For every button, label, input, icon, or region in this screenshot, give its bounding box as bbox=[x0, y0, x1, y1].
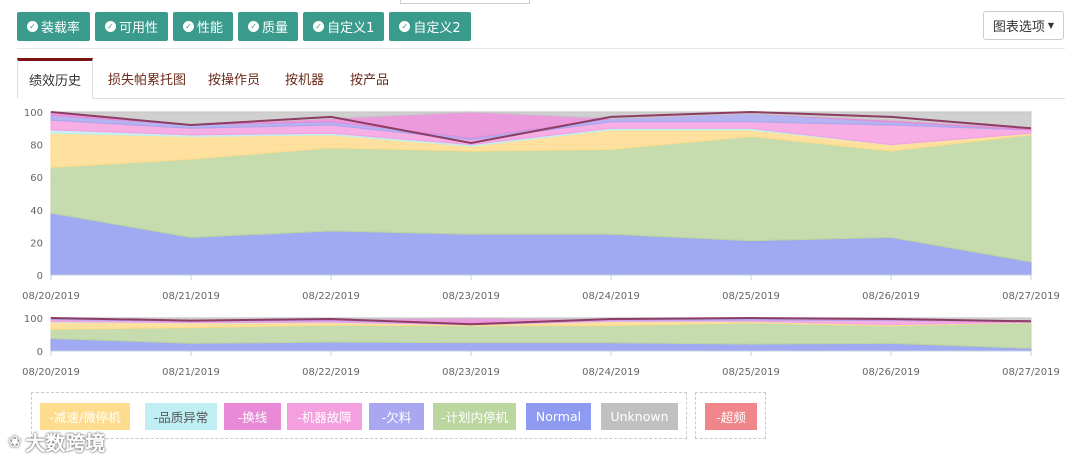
navigator-y-tick-label: 0 bbox=[37, 347, 43, 358]
check-icon: ✓ bbox=[27, 21, 38, 32]
x-tick-label: 08/25/2019 bbox=[722, 291, 780, 302]
caret-down-icon: ▼ bbox=[1047, 21, 1055, 30]
x-tick-label: 08/21/2019 bbox=[162, 291, 220, 302]
watermark-logo-icon: ❀ bbox=[8, 432, 22, 451]
legend-item[interactable]: Unknown bbox=[601, 403, 678, 430]
y-tick-label: 0 bbox=[37, 271, 43, 282]
tab-performance-history[interactable]: 绩效历史 bbox=[17, 58, 93, 99]
y-tick-label: 80 bbox=[30, 141, 43, 152]
navigator-top-line bbox=[50, 316, 1032, 326]
x-tick-label: 08/24/2019 bbox=[582, 291, 640, 302]
x-tick-label: 08/26/2019 bbox=[862, 291, 920, 302]
top-dropdown-stub bbox=[400, 0, 530, 4]
check-icon: ✓ bbox=[248, 21, 260, 32]
y-tick-label: 100 bbox=[24, 108, 43, 119]
y-tick-label: 40 bbox=[30, 206, 43, 217]
x-tick-label: 08/20/2019 bbox=[22, 291, 80, 302]
top-line bbox=[50, 110, 1032, 144]
legend-group-overspeed bbox=[695, 392, 766, 439]
legend-item[interactable]: -减速/微停机 bbox=[40, 403, 130, 430]
metric-label: 自定义2 bbox=[413, 21, 461, 36]
metric-button-performance[interactable]: ✓ 性能 bbox=[173, 12, 234, 41]
navigator-chart: 0 100 08/20/2019 08/21/2019 08/22/2019 08/23/… bbox=[22, 314, 1060, 378]
legend-item[interactable]: -品质异常 bbox=[145, 403, 217, 430]
metric-button-custom2[interactable]: ✓ 自定义2 bbox=[389, 12, 471, 41]
navigator-x-tick-label: 08/24/2019 bbox=[582, 367, 640, 378]
y-tick-label: 60 bbox=[30, 173, 43, 184]
metric-label: 可用性 bbox=[119, 21, 159, 36]
legend-group-main bbox=[31, 392, 687, 439]
metric-button-quality[interactable]: ✓ 质量 bbox=[238, 12, 299, 41]
navigator-x-tick-label: 08/23/2019 bbox=[442, 367, 500, 378]
legend-item[interactable]: -计划内停机 bbox=[433, 403, 516, 430]
navigator-x-tick-label: 08/21/2019 bbox=[162, 367, 220, 378]
legend-item[interactable]: Normal bbox=[526, 403, 591, 430]
metric-button-availability[interactable]: ✓ 可用性 bbox=[95, 12, 169, 41]
tab-by-product[interactable]: 按产品 bbox=[350, 72, 390, 88]
metric-label: 自定义1 bbox=[327, 21, 375, 36]
watermark-text: 大数跨境 bbox=[25, 431, 106, 455]
navigator-x-tick-label: 08/27/2019 bbox=[1002, 367, 1060, 378]
legend-item[interactable]: -换线 bbox=[224, 403, 281, 430]
check-icon: ✓ bbox=[399, 21, 411, 32]
navigator-x-tick-label: 08/22/2019 bbox=[302, 367, 360, 378]
metric-toolbar: ✓ 装载率 ✓ 可用性 ✓ 性能 ✓ 质量 ✓ 自定义1 ✓ 自定义2 bbox=[17, 12, 476, 41]
tab-bar: 绩效历史 损失帕累托图 按操作员 按机器 按产品 bbox=[17, 58, 1065, 99]
check-icon: ✓ bbox=[183, 21, 195, 32]
chart-options-label: 图表选项 bbox=[992, 20, 1045, 35]
tab-loss-pareto[interactable]: 损失帕累托图 bbox=[108, 72, 187, 88]
navigator-y-tick-label: 100 bbox=[24, 314, 43, 325]
metric-label: 性能 bbox=[197, 21, 224, 36]
navigator-x-tick-label: 08/26/2019 bbox=[862, 367, 920, 378]
metric-button-custom1[interactable]: ✓ 自定义1 bbox=[303, 12, 385, 41]
legend-item[interactable]: -欠料 bbox=[369, 403, 424, 430]
check-icon: ✓ bbox=[313, 21, 325, 32]
check-icon: ✓ bbox=[105, 21, 117, 32]
navigator-x-tick-label: 08/20/2019 bbox=[22, 367, 80, 378]
x-tick-label: 08/22/2019 bbox=[302, 291, 360, 302]
metric-label: 质量 bbox=[262, 21, 289, 36]
chart-options-button[interactable]: 图表选项 ▼ bbox=[983, 11, 1064, 40]
legend-item[interactable]: -超频 bbox=[705, 403, 757, 430]
legend-item[interactable]: -机器故障 bbox=[287, 403, 362, 430]
x-tick-label: 08/23/2019 bbox=[442, 291, 500, 302]
tab-by-machine[interactable]: 按机器 bbox=[285, 72, 325, 88]
main-area-chart: 0 20 40 60 80 100 08/20/2019 08/21/2019 08/22/20… bbox=[22, 108, 1060, 302]
y-tick-label: 20 bbox=[30, 238, 43, 249]
x-tick-label: 08/27/2019 bbox=[1002, 291, 1060, 302]
watermark: ❀ 大数跨境 bbox=[8, 427, 105, 456]
metric-button-loading-rate[interactable]: ✓ 装载率 bbox=[17, 12, 91, 41]
tab-by-operator[interactable]: 按操作员 bbox=[208, 72, 261, 88]
metric-label: 装载率 bbox=[41, 21, 81, 36]
toolbar-divider bbox=[17, 48, 1065, 49]
navigator-x-tick-label: 08/25/2019 bbox=[722, 367, 780, 378]
